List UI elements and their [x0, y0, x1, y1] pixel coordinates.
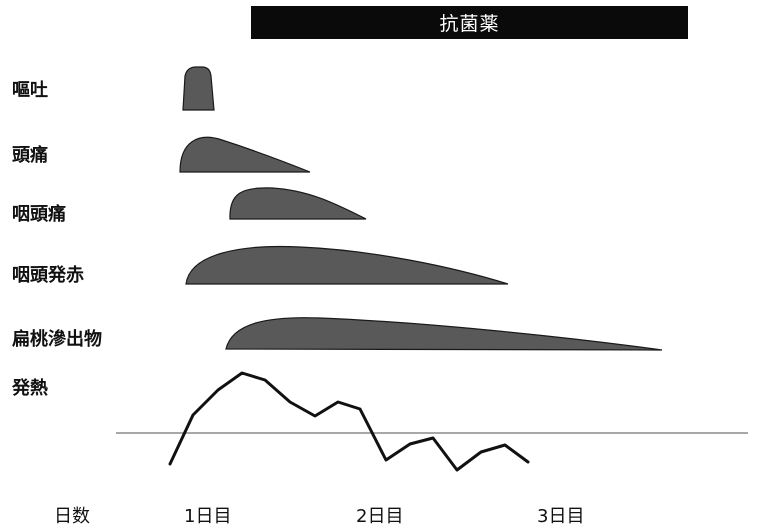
- sore-throat-shape: [229, 187, 367, 220]
- symptom-label-headache: 頭痛: [12, 145, 48, 166]
- symptom-label-tonsillar-exudate: 扁桃滲出物: [12, 329, 102, 350]
- vomiting-shape: [182, 66, 215, 111]
- timeline-axis-label: 日数: [54, 506, 90, 527]
- fever-line: [168, 371, 530, 472]
- symptom-label-fever: 発熱: [12, 378, 48, 399]
- symptom-label-sore-throat: 咽頭痛: [12, 204, 66, 225]
- headache-shape: [179, 136, 311, 173]
- antibiotic-label: 抗菌薬: [439, 13, 500, 35]
- antibiotic-period-bar: 抗菌薬: [251, 6, 688, 39]
- day-3-label: 3日目: [537, 506, 585, 527]
- tonsillar-exudate-shape: [225, 317, 663, 351]
- pharyngeal-redness-shape: [185, 245, 509, 285]
- day-2-label: 2日目: [356, 506, 404, 527]
- day-1-label: 1日目: [184, 506, 232, 527]
- symptom-label-vomiting: 嘔吐: [12, 80, 48, 101]
- symptom-label-pharyngeal-redness: 咽頭発赤: [12, 265, 84, 286]
